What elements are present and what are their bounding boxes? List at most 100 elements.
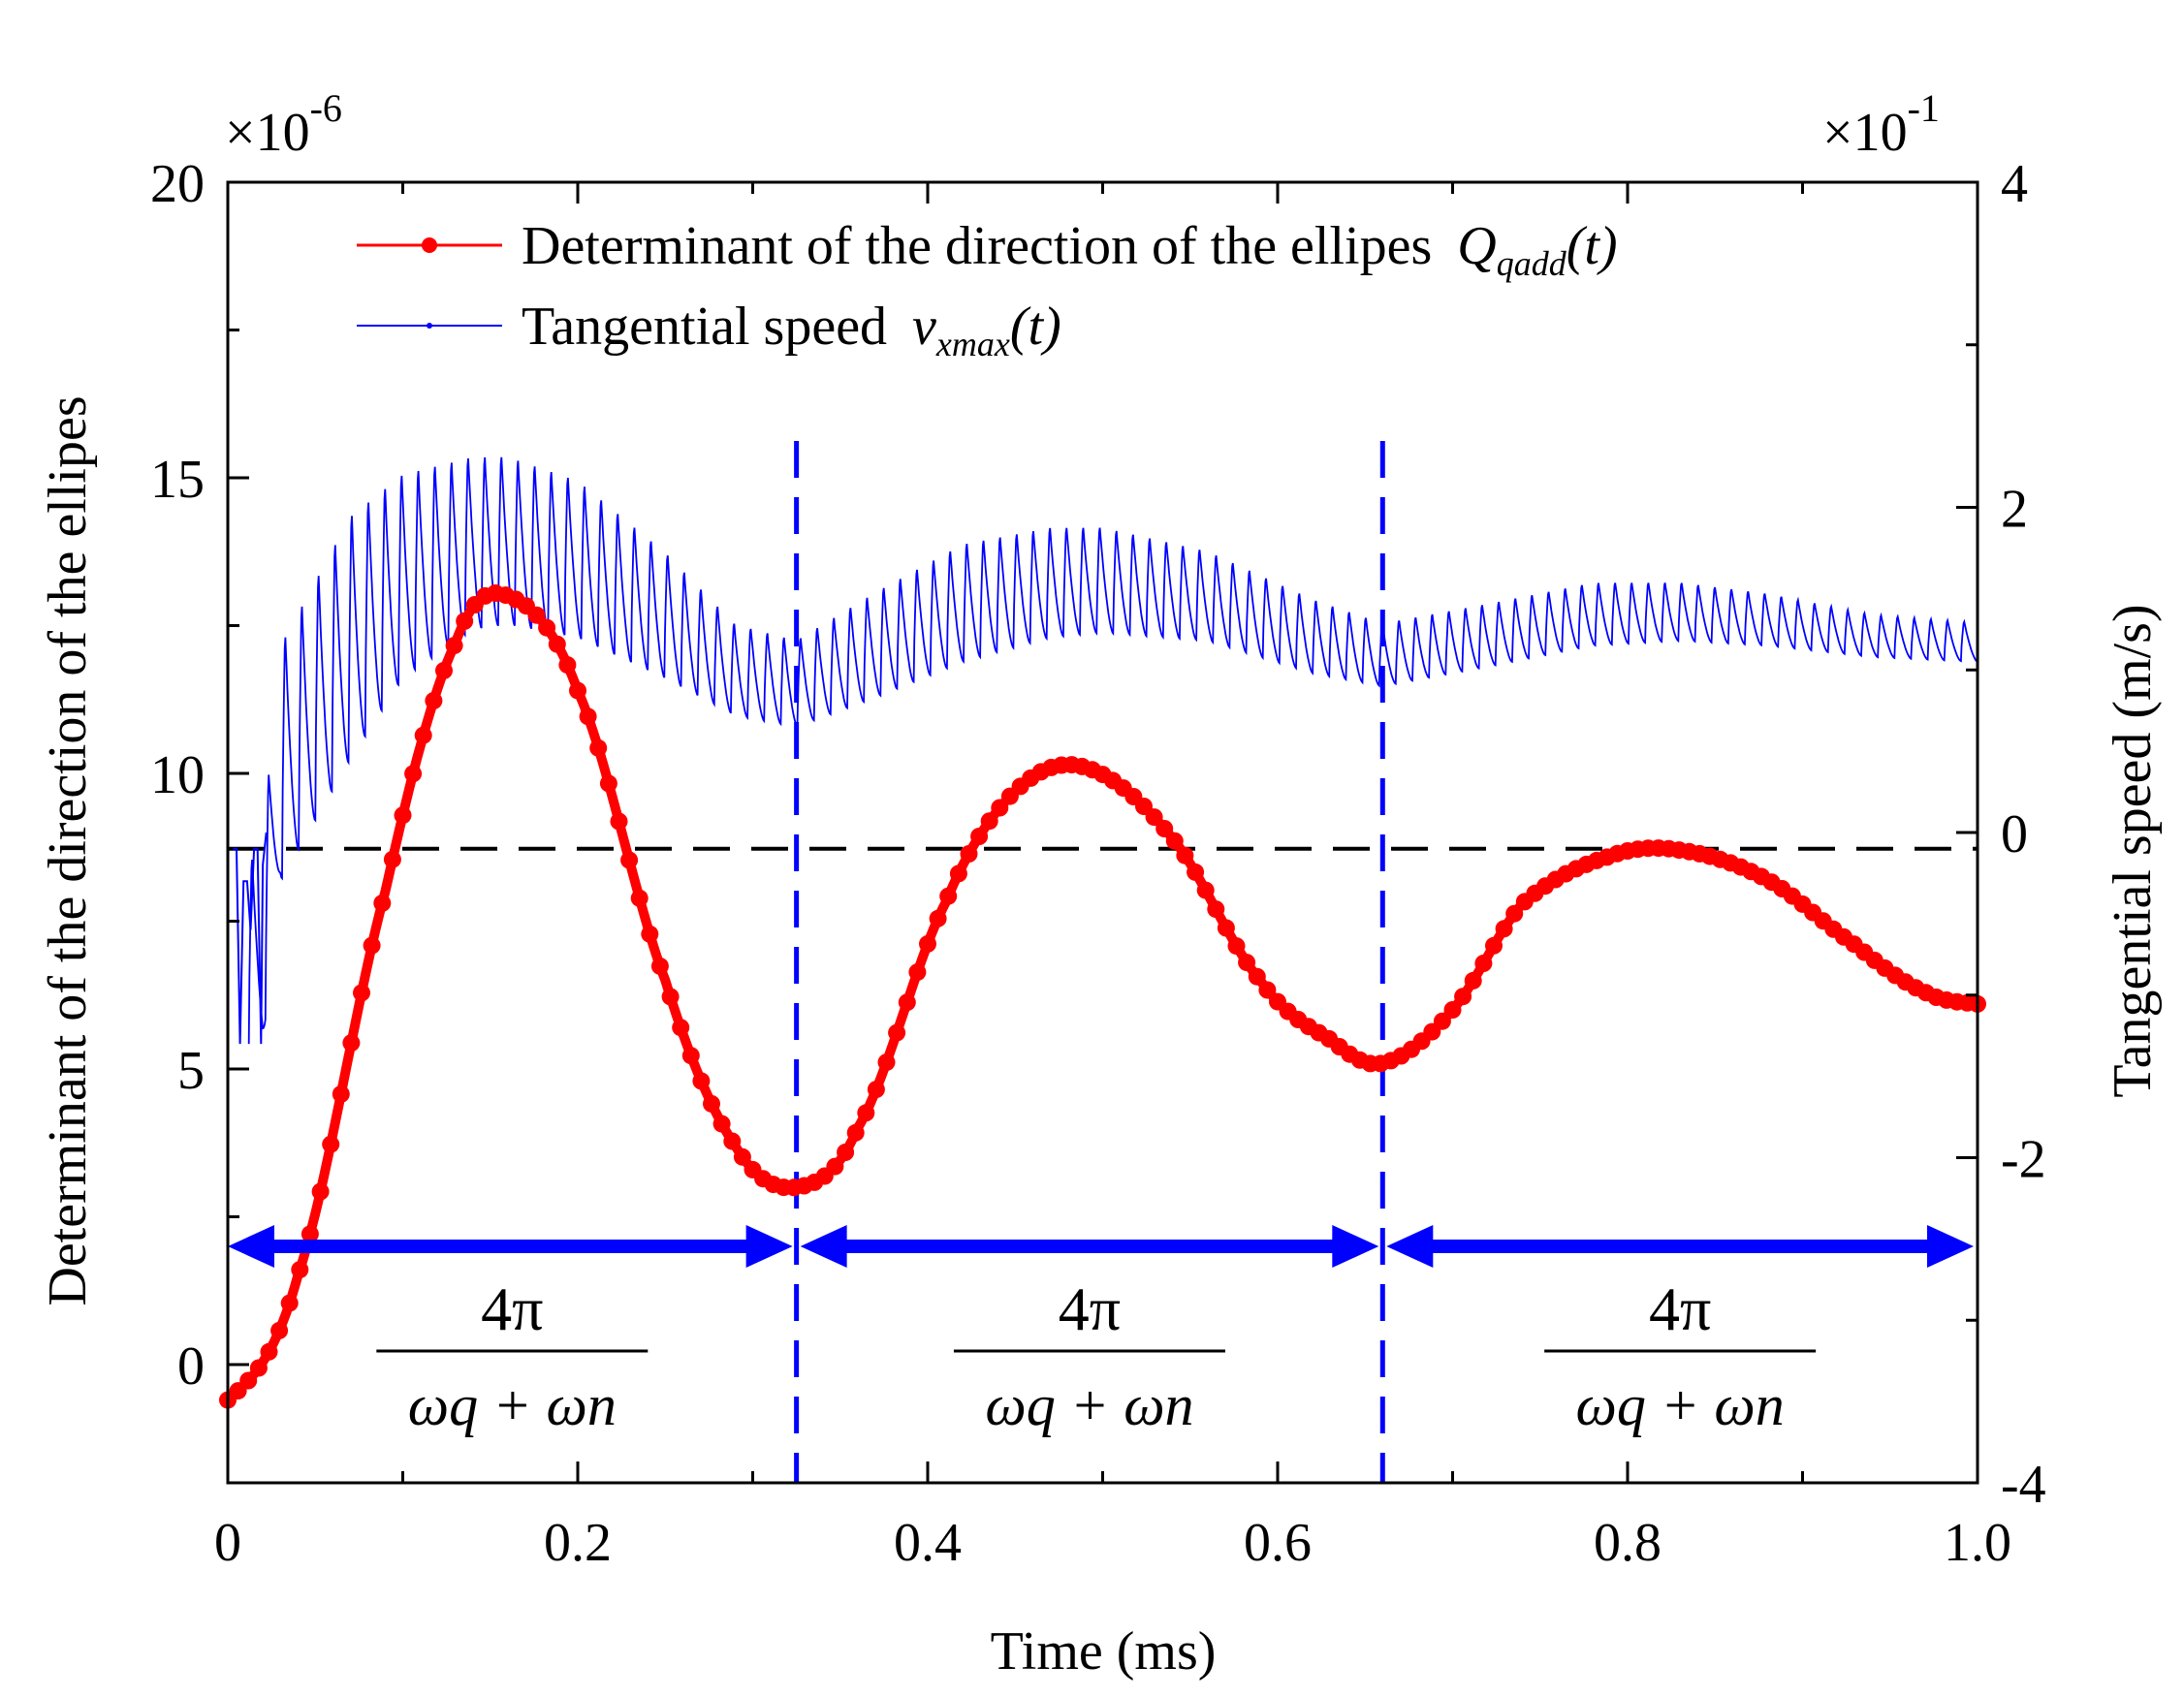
right-axis-multiplier: ×10-1 [1822,86,1940,163]
determinant-marker [1258,981,1277,999]
determinant-marker [353,984,370,1002]
y-left-tick-label: 5 [177,1041,205,1101]
determinant-marker [661,988,680,1006]
legend-blue-label: Tangential speed vxmax(t) [522,297,1061,363]
determinant-marker [527,606,546,624]
determinant-marker [1176,846,1194,864]
determinant-marker [373,894,392,912]
determinant-marker [1505,904,1524,923]
period-arrow-head-right [1927,1225,1974,1268]
determinant-marker [1165,832,1184,850]
determinant-marker [1433,1012,1451,1030]
y-right-tick-label: 4 [2001,154,2028,214]
x-tick-label: 0.2 [544,1513,612,1573]
determinant-marker [837,1144,855,1161]
determinant-marker [538,618,556,637]
determinant-marker [1196,881,1215,899]
determinant-marker [270,1321,289,1339]
x-tick-label: 1.0 [1944,1513,2011,1573]
legend: Determinant of the direction of the elli… [357,216,1618,363]
determinant-marker [1443,1001,1462,1019]
determinant-marker [1464,971,1482,990]
determinant-marker [867,1081,885,1099]
determinant-marker [641,925,659,943]
y-left-tick-label: 15 [150,450,205,510]
determinant-marker [929,909,947,927]
period-arrow-head-left [228,1225,274,1268]
period-fraction-numerator: 4π [1649,1274,1711,1343]
determinant-marker [414,726,432,744]
y-right-tick-label: -2 [2001,1130,2046,1190]
y-left-tick-label: 0 [177,1336,205,1397]
determinant-marker [280,1294,299,1312]
period-fraction-denominator: ωq + ωn [985,1373,1193,1437]
determinant-marker [1227,937,1246,956]
period-fraction-numerator: 4π [481,1274,543,1343]
determinant-marker [1145,808,1163,827]
period-fraction-numerator: 4π [1059,1274,1121,1343]
determinant-marker [249,1359,268,1377]
determinant-marker [558,656,577,675]
determinant-marker [650,957,669,975]
determinant-marker [1207,900,1225,919]
determinant-marker [1485,936,1503,955]
determinant-marker [1155,820,1174,837]
determinant-marker [712,1115,731,1133]
determinant-marker [919,934,936,953]
determinant-marker [260,1342,278,1361]
y-right-tick-label: 2 [2001,480,2028,540]
determinant-marker [599,774,617,793]
determinant-marker [1217,919,1235,937]
determinant-marker [1454,988,1472,1006]
determinant-marker [672,1019,690,1037]
determinant-marker [445,637,463,655]
determinant-marker [332,1084,350,1103]
determinant-marker [1238,954,1256,972]
legend-red-label: Determinant of the direction of the elli… [522,216,1618,283]
determinant-marker [898,993,916,1012]
period-fraction-denominator: ωq + ωn [408,1373,617,1437]
determinant-marker [1495,920,1513,938]
determinant-marker [949,864,967,883]
determinant-marker [383,850,401,868]
plot-frame [226,180,1979,1485]
determinant-marker [630,889,649,907]
determinant-marker [733,1147,751,1166]
determinant-marker [681,1047,700,1065]
x-tick-label: 0.8 [1594,1513,1662,1573]
determinant-marker [723,1132,742,1150]
period-fraction-denominator: ωq + ωn [1576,1373,1785,1437]
x-tick-label: 0.6 [1244,1513,1312,1573]
determinant-marker [877,1053,896,1072]
determinant-marker [1187,863,1205,881]
determinant-marker [991,799,1009,817]
determinant-marker [291,1261,309,1279]
period-arrow-head-right [745,1225,793,1268]
period-arrow-head-right [1332,1225,1379,1268]
determinant-marker [394,806,412,825]
determinant-marker [826,1157,844,1176]
determinant-marker [1474,955,1493,972]
determinant-marker [456,612,474,630]
y-left-tick-label: 20 [150,154,205,214]
determinant-marker [980,812,998,831]
determinant-marker [342,1034,361,1053]
determinant-marker [589,739,608,757]
tick-layer: 0 0.2 0.4 0.6 0.8 1.0 0 5 10 15 20 -4 -2 0 2 4 [150,154,2046,1573]
legend-red-marker [422,237,437,253]
determinant-marker [425,692,443,709]
x-tick-label: 0 [214,1513,241,1573]
determinant-marker [620,851,639,869]
determinant-marker [692,1072,711,1090]
left-axis-multiplier: ×10-6 [225,86,342,163]
determinant-marker [404,765,423,783]
period-arrow-head-left [800,1225,847,1268]
determinant-marker [548,635,566,653]
determinant-marker [569,681,586,700]
legend-blue-marker [427,323,432,329]
period-arrow-head-left [1386,1225,1434,1268]
determinant-marker [363,936,381,955]
y-left-tick-label: 10 [150,745,205,805]
determinant-marker [322,1135,340,1153]
